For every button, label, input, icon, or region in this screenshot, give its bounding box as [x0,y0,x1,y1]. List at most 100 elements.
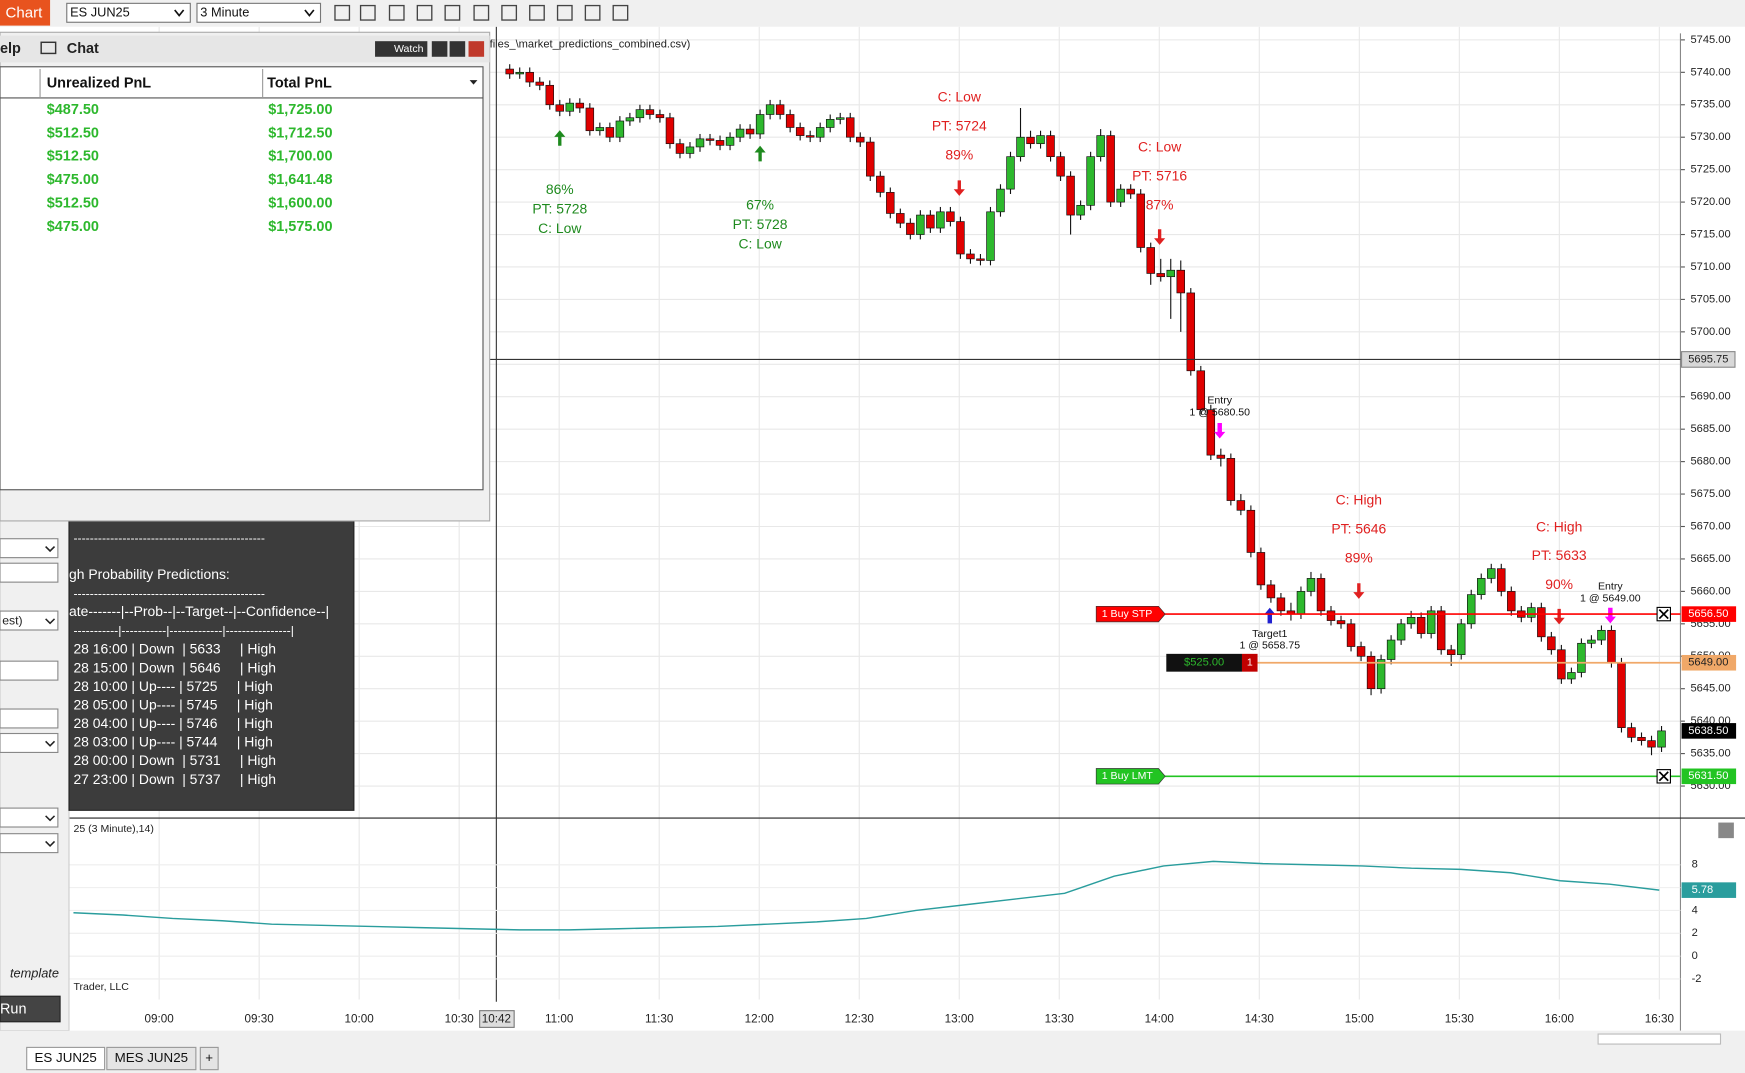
tab[interactable] [26,1046,106,1071]
toolbar-icon[interactable] [334,4,351,21]
order-label: 1 Buy STP [1102,608,1152,620]
price-badge-label: 5656.50 [1688,608,1728,620]
price-tick-label: 5735.00 [1690,99,1730,111]
candle-body [1426,610,1436,634]
price-tick-label: 5670.00 [1690,520,1730,532]
order-cancel-x [1658,609,1669,620]
run-button[interactable] [0,995,61,1023]
input-box[interactable] [0,660,59,681]
candle-body [1647,740,1656,748]
execution-fill: 1 @ 5680.50 [1189,407,1250,419]
price-badge-label: 5638.50 [1688,725,1728,737]
candle-body [1567,672,1576,680]
candle-body [815,127,825,138]
timeframe-select[interactable] [196,2,322,23]
candle-body [966,253,975,260]
input-box[interactable] [0,708,59,729]
toolbar-icon[interactable] [584,4,601,21]
candle-body [1356,646,1366,657]
indicator-tick-label: 4 [1692,904,1698,916]
candle-body [1306,578,1316,592]
candle-body [685,146,695,154]
candle-body [535,81,544,86]
toolbar-icon[interactable] [529,4,545,21]
close-button[interactable] [468,41,485,57]
app-badge[interactable] [0,0,51,26]
price-tick-label: 5730.00 [1690,131,1730,143]
pnl-table [0,66,484,491]
scrollbar[interactable] [1597,1033,1722,1045]
candle-body [1026,136,1035,145]
toolbar-icon[interactable] [416,4,433,21]
candle-body [1376,659,1386,690]
toolbar-icon[interactable] [359,4,376,21]
candle-body [655,114,665,119]
candle-body [1236,500,1246,511]
tab[interactable] [106,1046,197,1071]
timeframe-value: 3 Minute [200,5,249,20]
candle-body [1106,135,1115,203]
toolbar-icon[interactable] [473,4,490,21]
dropdown-caret [45,740,56,747]
signal-text: 86% [546,181,574,197]
dropdown-caret [45,545,56,553]
pnl-cell: $1,725.00 [268,102,332,118]
price-badge [1681,723,1737,739]
pnl-cell: $1,712.50 [268,125,332,141]
dropdown[interactable] [0,833,59,854]
candle-body [996,188,1005,213]
dropdown[interactable] [0,538,59,559]
time-tick-label: 13:00 [945,1013,975,1026]
candle-body [755,114,765,135]
candle-body [1487,568,1496,579]
order-flag[interactable] [1095,768,1166,785]
time-tick-label: 12:00 [745,1013,775,1026]
minimize-button[interactable] [431,41,448,57]
candle-body [1066,175,1075,216]
candle-body [896,213,905,224]
input-box[interactable] [0,562,59,583]
select-caret [174,9,185,17]
position-pnl: $525.00 [1184,657,1224,669]
instrument-select[interactable] [66,2,191,23]
dropdown[interactable] [0,732,59,753]
candle-body [785,114,795,128]
order-cancel-x [1658,771,1669,782]
toolbar-icon[interactable] [444,4,461,21]
separator: -----------|-----------|-------------|--… [73,623,293,637]
toolbar-icon[interactable] [556,4,573,21]
toolbar-icon[interactable] [501,4,518,21]
pnl-cell: $487.50 [47,102,99,118]
pnl-cell: $1,641.48 [268,172,332,188]
pnl-cell: $512.50 [47,125,99,141]
prediction-row: 28 04:00 | Up---- | 5746 | High [73,715,272,731]
candle-body [635,109,645,119]
candle-body [525,71,534,83]
candle-body [1246,509,1256,553]
watch-button[interactable] [375,41,428,57]
candle-body [675,143,685,154]
signal-text: PT: 5728 [532,200,587,216]
price-tick-label: 5745.00 [1690,34,1730,46]
candle-body [946,211,955,222]
candle-body [765,104,775,115]
candle-body [1116,188,1125,203]
indicator-settings[interactable] [1718,822,1734,839]
candle-body [695,138,705,148]
maximize-button[interactable] [449,41,466,57]
candle-body [1527,607,1536,618]
toolbar-icon[interactable] [612,4,629,21]
price-tick-label: 5720.00 [1690,196,1730,208]
toolbar-icon[interactable] [388,4,405,21]
candle-body [825,119,835,128]
app-label: Chart [6,4,44,21]
candle-body [625,117,635,122]
column-header: Total PnL [267,75,332,91]
dropdown[interactable] [0,610,59,631]
dropdown[interactable] [0,807,59,828]
select-caret [304,9,315,17]
tab[interactable] [199,1046,219,1071]
crosshair-price: 5695.75 [1688,353,1728,365]
signal-text: 90% [1545,576,1573,592]
order-flag[interactable] [1095,605,1166,623]
